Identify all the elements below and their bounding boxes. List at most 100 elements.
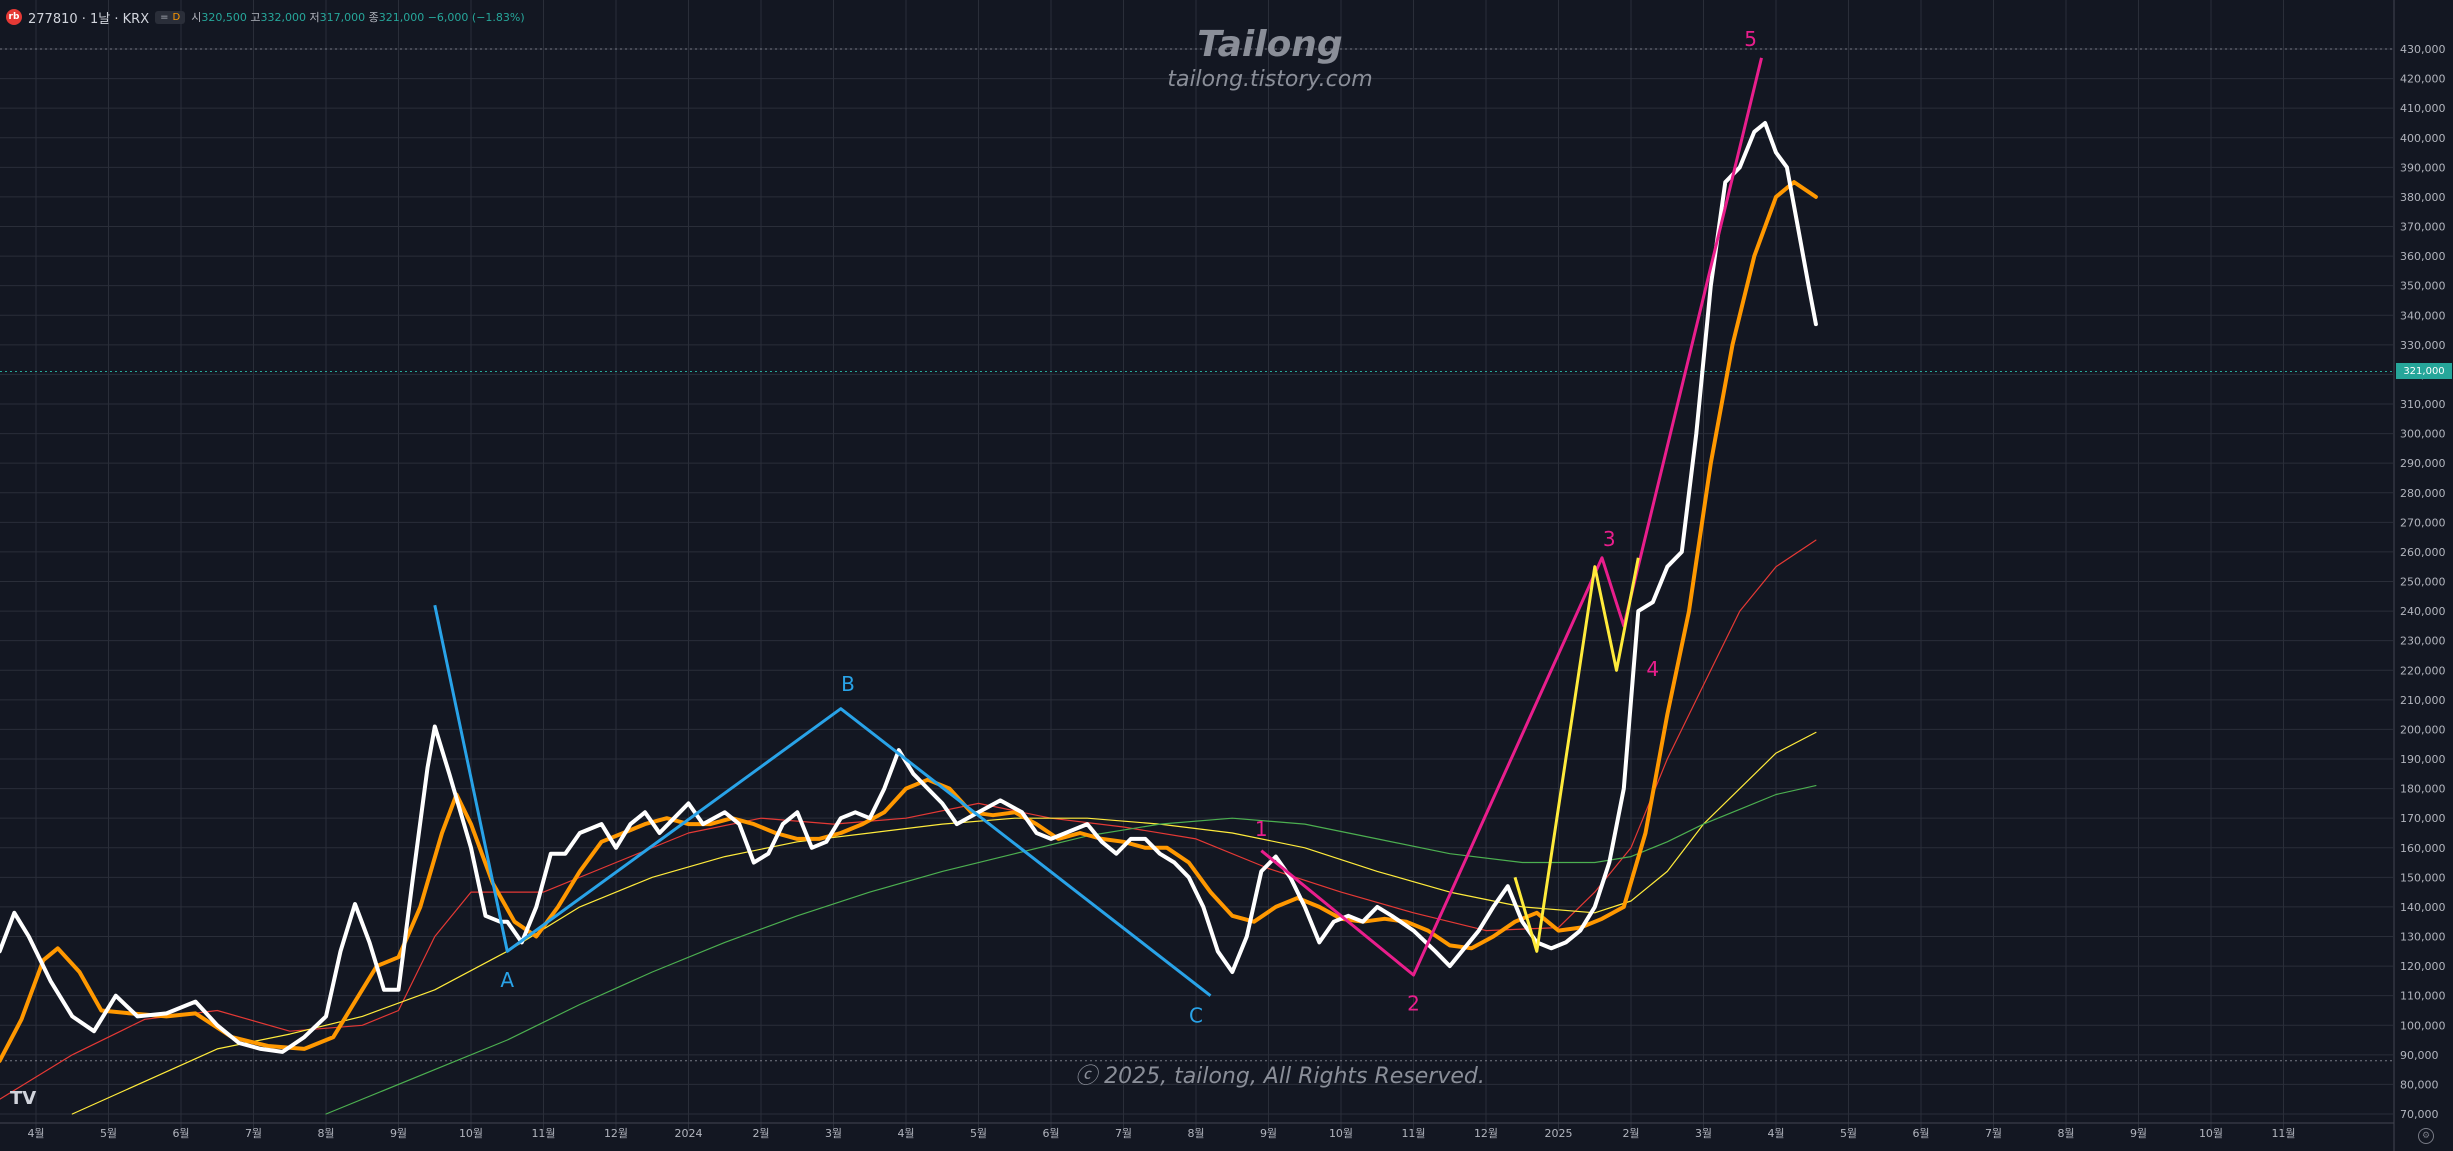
wave-label: B	[841, 672, 855, 696]
x-tick-label: 5월	[1840, 1127, 1857, 1140]
interval-controls[interactable]: = D	[155, 10, 186, 24]
wave-label: 2	[1407, 991, 1420, 1015]
y-tick-label: 110,000	[2400, 990, 2446, 1003]
x-tick-label: 7월	[1115, 1127, 1132, 1140]
y-tick-label: 90,000	[2400, 1049, 2439, 1062]
x-tick-label: 12월	[1474, 1127, 1498, 1140]
high-label: 고	[250, 11, 261, 24]
watermark: Tailong tailong.tistory.com	[1167, 24, 1372, 92]
y-tick-label: 240,000	[2400, 605, 2446, 618]
x-tick-label: 5월	[970, 1127, 987, 1140]
y-tick-label: 160,000	[2400, 842, 2446, 855]
y-tick-label: 260,000	[2400, 546, 2446, 559]
x-tick-label: 8월	[317, 1127, 334, 1140]
x-tick-label: 2월	[752, 1127, 769, 1140]
wave-label: 5	[1744, 27, 1757, 51]
y-tick-label: 200,000	[2400, 723, 2446, 736]
x-tick-label: 2월	[1622, 1127, 1639, 1140]
y-tick-label: 310,000	[2400, 398, 2446, 411]
y-tick-label: 130,000	[2400, 931, 2446, 944]
x-tick-label: 6월	[172, 1127, 189, 1140]
y-tick-label: 370,000	[2400, 221, 2446, 234]
x-tick-label: 7월	[1985, 1127, 2002, 1140]
wave-label: 3	[1603, 527, 1616, 551]
copyright-text: ⓒ 2025, tailong, All Rights Reserved.	[1075, 1064, 1485, 1089]
interval-d-button[interactable]: D	[172, 11, 181, 23]
moving-average-line	[0, 121, 1818, 1054]
x-tick-label: 2025	[1545, 1127, 1573, 1140]
wave-line	[1513, 557, 1640, 953]
y-tick-label: 70,000	[2400, 1108, 2439, 1121]
open-label: 시	[191, 11, 202, 24]
x-tick-label: 9월	[390, 1127, 407, 1140]
last-price-tag: 321,000	[2396, 363, 2452, 380]
menu-icon[interactable]: =	[160, 11, 169, 23]
x-tick-label: 6월	[1042, 1127, 1059, 1140]
y-tick-label: 270,000	[2400, 516, 2446, 529]
x-tick-label: 6월	[1912, 1127, 1929, 1140]
high-value: 332,000	[260, 11, 306, 24]
x-tick-label: 4월	[897, 1127, 914, 1140]
y-tick-label: 180,000	[2400, 783, 2446, 796]
x-tick-label: 11월	[2271, 1127, 2295, 1140]
tradingview-logo-icon: TV	[10, 1088, 37, 1109]
y-tick-label: 100,000	[2400, 1019, 2446, 1032]
y-tick-label: 340,000	[2400, 309, 2446, 322]
wave-line	[433, 604, 1212, 997]
low-value: 317,000	[319, 11, 366, 24]
y-tick-label: 220,000	[2400, 664, 2446, 677]
symbol-title[interactable]: 277810 · 1날 · KRX	[28, 11, 150, 27]
x-tick-label: 4월	[27, 1127, 44, 1140]
wave-label: 1	[1255, 817, 1268, 841]
y-tick-label: 250,000	[2400, 576, 2446, 589]
y-tick-label: 140,000	[2400, 901, 2446, 914]
y-tick-label: 400,000	[2400, 132, 2446, 145]
y-tick-label: 280,000	[2400, 487, 2446, 500]
wave-line	[1260, 57, 1763, 977]
watermark-title: Tailong	[1197, 24, 1343, 65]
moving-average-line	[71, 731, 1817, 1115]
close-label: 종	[368, 11, 379, 24]
y-tick-label: 380,000	[2400, 191, 2446, 204]
close-value: 321,000	[378, 11, 425, 24]
x-tick-label: 2024	[675, 1127, 703, 1140]
ohlc-readout: 시320,500 고332,000 저317,000 종321,000 −6,0…	[191, 9, 524, 25]
moving-average-line	[0, 539, 1817, 1100]
y-tick-label: 190,000	[2400, 753, 2446, 766]
x-tick-label: 10월	[1329, 1127, 1353, 1140]
x-tick-label: 3월	[825, 1127, 842, 1140]
x-tick-label: 12월	[604, 1127, 628, 1140]
x-tick-label: 11월	[1401, 1127, 1425, 1140]
wave-label: 4	[1646, 657, 1659, 681]
x-tick-label: 5월	[100, 1127, 117, 1140]
x-tick-label: 7월	[245, 1127, 262, 1140]
x-tick-label: 9월	[2130, 1127, 2147, 1140]
y-tick-label: 350,000	[2400, 280, 2446, 293]
y-tick-label: 170,000	[2400, 812, 2446, 825]
y-tick-label: 120,000	[2400, 960, 2446, 973]
y-tick-label: 210,000	[2400, 694, 2446, 707]
y-tick-label: 230,000	[2400, 635, 2446, 648]
x-tick-label: 8월	[2057, 1127, 2074, 1140]
watermark-subtitle: tailong.tistory.com	[1167, 67, 1373, 92]
open-value: 320,500	[201, 11, 247, 24]
symbol-header: rb 277810 · 1날 · KRX = D 시320,500 고332,0…	[6, 6, 525, 28]
moving-average-line	[325, 785, 1817, 1115]
y-tick-label: 290,000	[2400, 457, 2446, 470]
exchange-logo-icon: rb	[6, 9, 22, 25]
x-tick-label: 10월	[2199, 1127, 2223, 1140]
wave-label: A	[500, 968, 514, 992]
y-tick-label: 410,000	[2400, 102, 2446, 115]
y-tick-label: 430,000	[2400, 43, 2446, 56]
x-tick-label: 10월	[459, 1127, 483, 1140]
wave-label: C	[1189, 1003, 1203, 1027]
gear-icon[interactable]: ⚙	[2418, 1128, 2434, 1144]
x-tick-label: 11월	[531, 1127, 555, 1140]
y-tick-label: 390,000	[2400, 161, 2446, 174]
x-tick-label: 4월	[1767, 1127, 1784, 1140]
y-tick-label: 300,000	[2400, 428, 2446, 441]
x-tick-label: 9월	[1260, 1127, 1277, 1140]
